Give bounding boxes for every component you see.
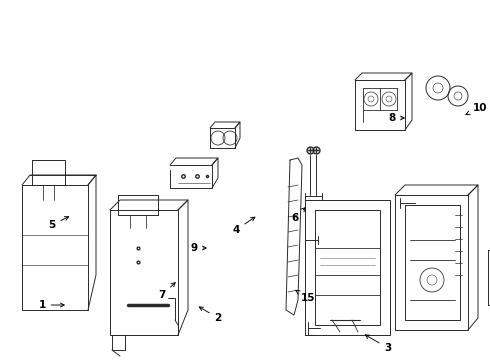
Text: 15: 15 (295, 290, 315, 303)
Text: 8: 8 (389, 113, 404, 123)
Text: 10: 10 (466, 103, 487, 115)
Text: 9: 9 (191, 243, 206, 253)
Text: 4: 4 (232, 217, 255, 235)
Text: 5: 5 (49, 217, 69, 230)
Text: 6: 6 (292, 208, 305, 223)
Text: 7: 7 (158, 283, 175, 300)
Text: 2: 2 (199, 307, 221, 323)
Text: 1: 1 (38, 300, 64, 310)
Text: 3: 3 (365, 335, 392, 353)
